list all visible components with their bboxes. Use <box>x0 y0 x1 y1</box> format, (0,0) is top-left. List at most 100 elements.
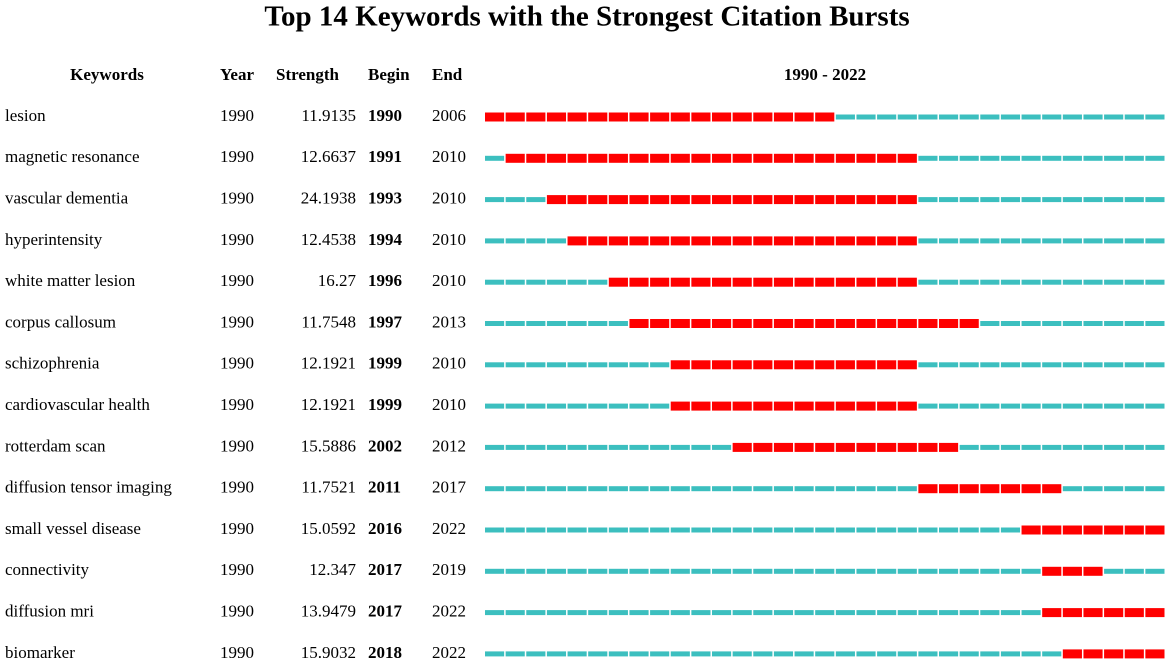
timeline-segment <box>567 279 587 285</box>
burst-segment <box>980 484 1000 494</box>
timeline-segment <box>794 527 814 533</box>
timeline-segment <box>939 155 959 161</box>
timeline-segment <box>691 486 711 492</box>
burst-segment <box>835 195 855 205</box>
timeline-segment <box>670 486 690 492</box>
begin: 2011 <box>368 478 401 497</box>
timeline-segment <box>485 238 505 244</box>
timeline-segment <box>650 568 670 574</box>
burst-segment <box>1062 566 1082 576</box>
timeline-segment <box>856 610 876 616</box>
timeline-segment <box>567 486 587 492</box>
keyword: corpus callosum <box>5 312 116 331</box>
timeline-segment <box>629 486 649 492</box>
timeline-segment <box>1042 403 1062 409</box>
timeline-segment <box>650 610 670 616</box>
burst-segment <box>650 112 670 122</box>
timeline-segment <box>939 114 959 120</box>
burst-segment <box>505 153 525 163</box>
timeline-segment <box>526 610 546 616</box>
timeline-segment <box>505 444 525 450</box>
strength: 12.347 <box>309 560 356 579</box>
burst-segment <box>691 277 711 287</box>
burst-segment <box>1042 608 1062 618</box>
timeline-segment <box>629 568 649 574</box>
timeline-segment <box>918 651 938 657</box>
timeline-segment <box>485 610 505 616</box>
timeline-segment <box>567 321 587 326</box>
burst-segment <box>670 112 690 122</box>
timeline-segment <box>588 527 608 533</box>
timeline-segment <box>1000 321 1021 326</box>
timeline-segment <box>546 238 567 244</box>
burst-segment <box>753 360 773 370</box>
timeline-segment <box>485 486 505 492</box>
timeline-segment <box>1000 651 1021 657</box>
burst-segment <box>712 112 732 122</box>
timeline-segment <box>670 651 690 657</box>
timeline-segment <box>670 568 690 574</box>
timeline-segment <box>526 238 546 244</box>
timeline-segment <box>773 651 794 657</box>
burst-segment <box>1145 525 1165 535</box>
timeline-segment <box>608 444 628 450</box>
year: 1990 <box>220 106 254 125</box>
timeline-segment <box>1145 197 1165 203</box>
timeline-segment <box>526 279 546 285</box>
timeline-segment <box>1145 486 1165 492</box>
timeline-segment <box>856 486 876 492</box>
end: 2022 <box>432 643 466 662</box>
timeline-segment <box>1124 568 1144 574</box>
timeline-segment <box>608 527 628 533</box>
strength: 12.1921 <box>301 354 356 373</box>
burst-segment <box>794 442 814 452</box>
end: 2006 <box>432 106 466 125</box>
burst-segment <box>691 360 711 370</box>
timeline-segment <box>794 651 814 657</box>
timeline-segment <box>897 610 917 616</box>
begin: 1996 <box>368 271 402 290</box>
burst-segment <box>773 442 794 452</box>
timeline-segment <box>1145 238 1165 244</box>
burst-segment <box>691 319 711 328</box>
timeline-segment <box>1104 279 1124 285</box>
timeline-segment <box>1042 155 1062 161</box>
burst-segment <box>732 153 752 163</box>
timeline-segment <box>1104 568 1124 574</box>
timeline-segment <box>1062 321 1082 326</box>
timeline-segment <box>856 568 876 574</box>
burst-segment <box>877 442 897 452</box>
timeline-segment <box>939 527 959 533</box>
burst-segment <box>1124 525 1144 535</box>
burst-segment <box>877 401 897 411</box>
timeline-segment <box>567 651 587 657</box>
burst-segment <box>629 277 649 287</box>
timeline-segment <box>588 279 608 285</box>
timeline-segment <box>856 527 876 533</box>
burst-segment <box>732 401 752 411</box>
timeline-segment <box>1021 238 1041 244</box>
burst-segment <box>588 153 608 163</box>
timeline-segment <box>918 238 938 244</box>
timeline-segment <box>877 610 897 616</box>
burst-segment <box>753 112 773 122</box>
timeline-segment <box>1083 238 1103 244</box>
timeline-segment <box>505 362 525 368</box>
timeline-segment <box>546 486 567 492</box>
timeline-segment <box>753 527 773 533</box>
timeline-segment <box>608 403 628 409</box>
timeline-segment <box>1104 238 1124 244</box>
timeline-segment <box>918 155 938 161</box>
keyword: biomarker <box>5 643 75 662</box>
burst-segment <box>753 195 773 205</box>
timeline-segment <box>980 279 1000 285</box>
timeline-segment <box>670 527 690 533</box>
timeline-segment <box>1062 403 1082 409</box>
burst-segment <box>918 319 938 328</box>
burst-segment <box>939 484 959 494</box>
timeline-segment <box>897 568 917 574</box>
timeline-segment <box>732 610 752 616</box>
burst-segment <box>588 195 608 205</box>
